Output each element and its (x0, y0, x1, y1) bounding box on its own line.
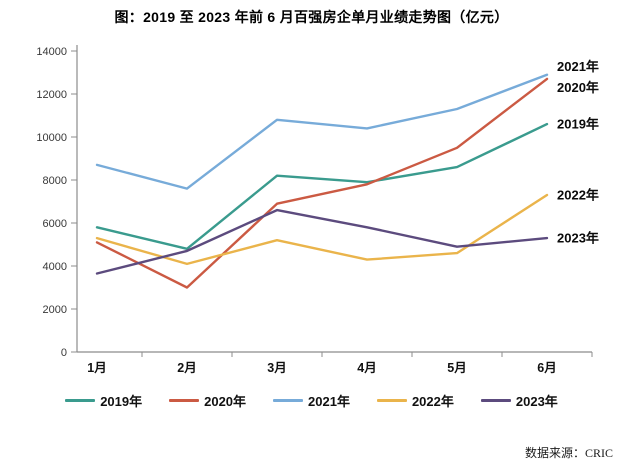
legend-swatch-icon (273, 399, 304, 402)
legend-swatch-icon (480, 399, 511, 402)
series-line-2019 (95, 122, 549, 251)
series-end-label-2020: 2020年 (557, 80, 599, 95)
chart-title: 图：2019 至 2023 年前 6 月百强房企单月业绩走势图（亿元） (114, 9, 509, 25)
source-note: 数据来源：CRIC (524, 446, 613, 460)
line-chart: 0 2000 4000 6000 8000 10000 12000 14000 1月 2月 3月 4月… (36, 45, 599, 375)
legend-item-2021: 2021年 (273, 391, 350, 410)
x-axis-label: 4月 (357, 361, 376, 375)
x-axis-label: 2月 (177, 361, 196, 375)
series-line-2021 (95, 73, 549, 190)
y-axis-label: 10000 (36, 132, 67, 144)
chart-legend: 2019年 2020年 2021年 2022年 2023年 (0, 391, 623, 410)
legend-item-2020: 2020年 (169, 391, 246, 410)
x-axis-label: 5月 (447, 361, 466, 375)
series-line-2023 (95, 208, 549, 275)
series-end-label-2021: 2021年 (557, 59, 599, 74)
x-axis-label: 6月 (537, 361, 556, 375)
series-end-label-2019: 2019年 (557, 117, 599, 132)
legend-swatch-icon (376, 399, 407, 402)
x-axis-label: 3月 (267, 361, 286, 375)
series-end-label-2022: 2022年 (557, 188, 599, 203)
legend-label: 2020年 (204, 394, 247, 409)
legend-label: 2019年 (100, 394, 143, 409)
series-line-2022 (95, 193, 549, 266)
x-axis-label: 1月 (87, 361, 106, 375)
y-axis-label: 4000 (43, 261, 67, 273)
y-axis-label: 6000 (43, 218, 67, 230)
y-axis-label: 12000 (36, 89, 67, 101)
y-axis-label: 2000 (43, 304, 67, 316)
y-axis-label: 8000 (43, 175, 67, 187)
series-end-label-2023: 2023年 (557, 231, 599, 246)
legend-label: 2023年 (515, 394, 558, 409)
legend-label: 2022年 (411, 394, 454, 409)
y-axis-label: 14000 (36, 46, 67, 58)
legend-swatch-icon (169, 399, 200, 402)
legend-item-2023: 2023年 (480, 391, 558, 410)
series-line-2020 (95, 77, 549, 289)
legend-label: 2021年 (308, 394, 350, 409)
legend-swatch-icon (65, 399, 96, 402)
y-axis-label: 0 (61, 347, 67, 359)
legend-item-2022: 2022年 (376, 391, 454, 410)
legend-item-2019: 2019年 (65, 391, 142, 410)
